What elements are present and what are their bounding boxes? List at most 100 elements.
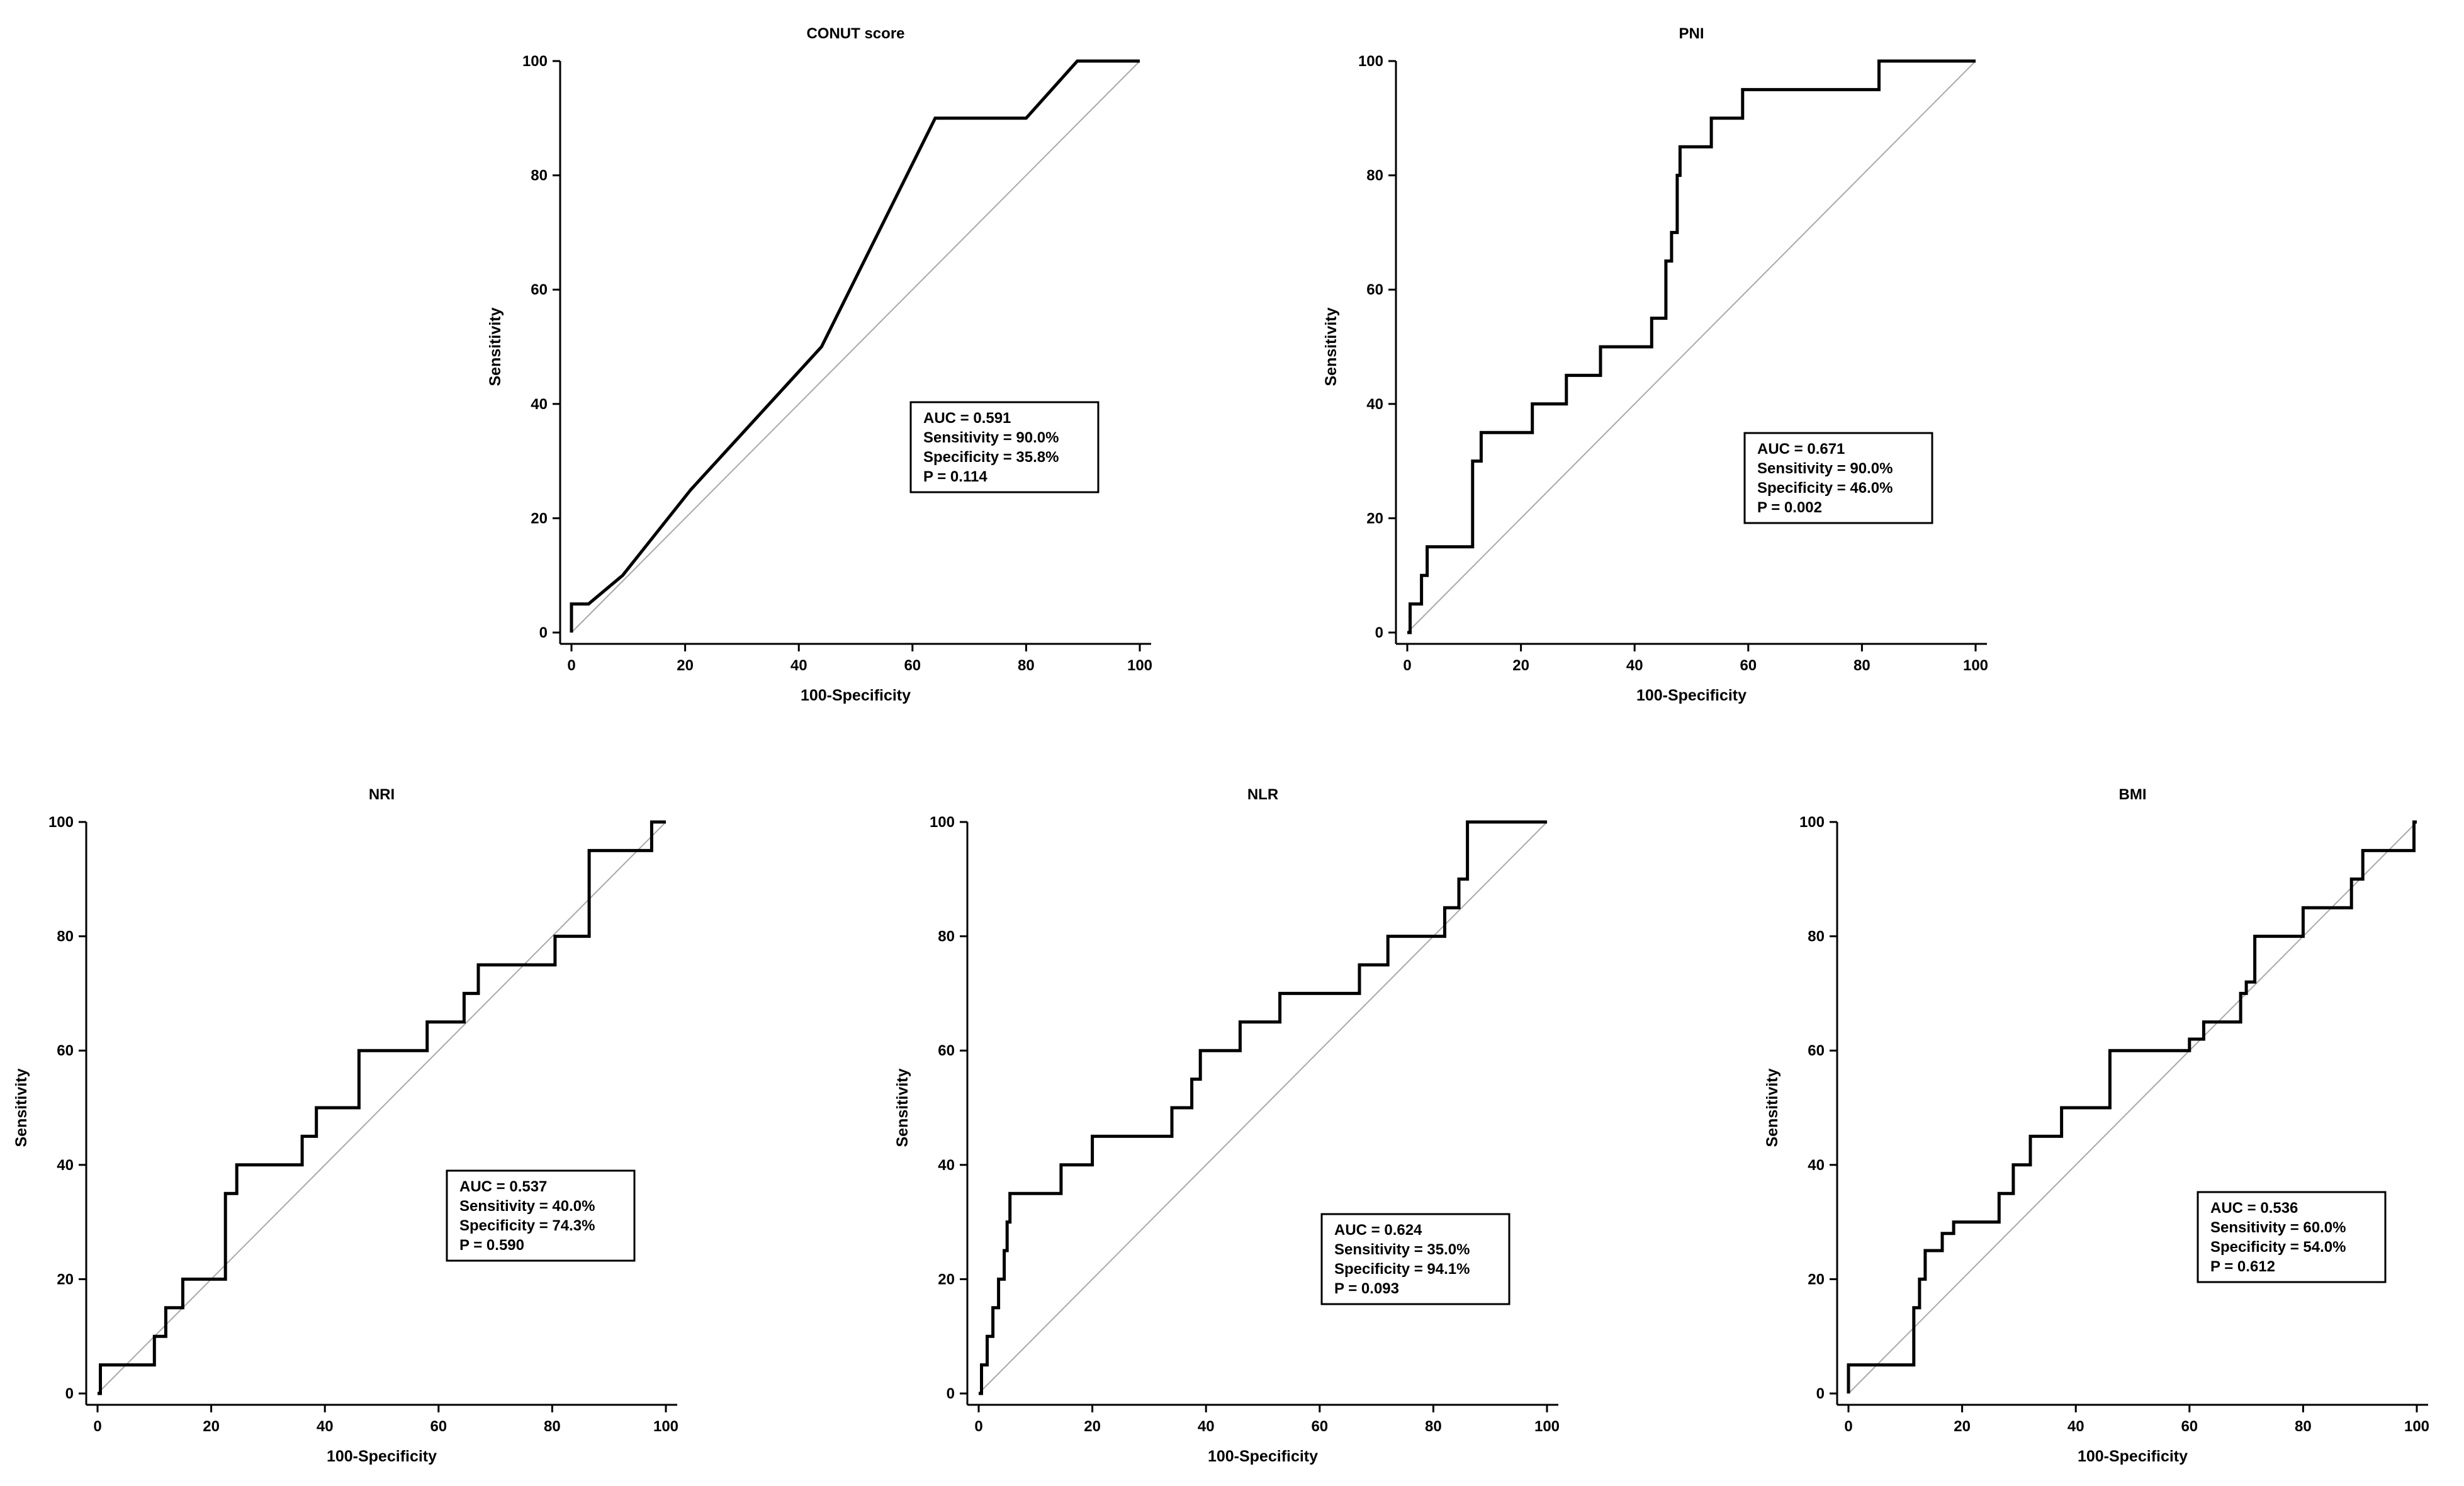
nlr-stats-box — [1320, 1213, 1510, 1305]
bmi-x-tick-label: 20 — [1954, 1418, 1971, 1435]
nlr-x-tick-label: 40 — [1198, 1418, 1215, 1435]
bmi-roc-curve — [1847, 820, 2417, 1393]
conut-score-roc-curve — [570, 59, 1140, 633]
bmi-x-tick-label: 80 — [2295, 1418, 2312, 1435]
bmi-reference-line — [1848, 821, 2417, 1394]
nri-title: NRI — [369, 786, 395, 803]
nri-chart: NRI 0 20 40 60 80 100 0 20 40 60 80 100 100-Specifici… — [13, 786, 678, 1465]
nri-stats-line: AUC = 0.537 — [459, 1178, 547, 1195]
nlr-reference-line — [978, 821, 1548, 1394]
nlr-roc-curve — [979, 820, 1547, 1395]
nri-stats-line: P = 0.590 — [459, 1237, 524, 1254]
nlr-x-tick-label: 0 — [974, 1418, 982, 1435]
conut-score-x-tick-label: 20 — [677, 657, 694, 674]
nri-x-tick-label: 100 — [653, 1418, 678, 1435]
pni-x-tick-label: 0 — [1403, 657, 1411, 674]
bmi-y-tick-label: 80 — [1808, 928, 1825, 945]
pni-y-tick-label: 100 — [1358, 53, 1383, 70]
bmi-stats-line: Sensitivity = 60.0% — [2210, 1219, 2346, 1236]
conut-score-y-tick-label: 40 — [531, 396, 548, 413]
nlr-x-tick-label: 80 — [1425, 1418, 1442, 1435]
bmi-x-tick-label: 0 — [1844, 1418, 1852, 1435]
nri-x-tick-label: 20 — [203, 1418, 220, 1435]
bmi-y-tick-label: 20 — [1808, 1271, 1825, 1288]
nlr-x-axis-label: 100-Specificity — [1208, 1448, 1318, 1465]
pni-y-tick-label: 40 — [1366, 396, 1383, 413]
pni-x-tick-label: 20 — [1512, 657, 1529, 674]
pni-y-axis-label: Sensitivity — [1322, 307, 1340, 386]
conut-score-x-tick-label: 40 — [790, 657, 807, 674]
nlr-stats-line: Sensitivity = 35.0% — [1334, 1241, 1470, 1258]
pni-x-tick-label: 40 — [1626, 657, 1643, 674]
nlr-y-tick-label: 100 — [930, 814, 955, 831]
conut-score-stats-line: AUC = 0.591 — [923, 410, 1011, 427]
nri-x-tick-label: 60 — [430, 1418, 447, 1435]
nri-x-tick-label: 40 — [317, 1418, 334, 1435]
conut-score-y-tick-label: 20 — [531, 510, 548, 527]
bmi-stats-line: AUC = 0.536 — [2210, 1200, 2298, 1217]
bmi-x-tick-label: 60 — [2181, 1418, 2198, 1435]
nri-y-tick-label: 0 — [65, 1385, 74, 1402]
bmi-y-tick-label: 60 — [1808, 1042, 1825, 1059]
nri-y-tick-label: 40 — [57, 1157, 74, 1174]
pni-x-tick-label: 60 — [1740, 657, 1757, 674]
bmi-stats-box — [2197, 1191, 2387, 1283]
bmi-y-tick-label: 100 — [1799, 814, 1825, 831]
bmi-x-tick-label: 40 — [2067, 1418, 2084, 1435]
nlr-stats-line: Specificity = 94.1% — [1334, 1261, 1470, 1278]
nri-y-axis-label: Sensitivity — [13, 1068, 30, 1147]
pni-y-tick-label: 80 — [1366, 167, 1383, 184]
pni-stats-line: Sensitivity = 90.0% — [1757, 460, 1893, 477]
nlr-y-tick-label: 0 — [947, 1385, 955, 1402]
conut-score-stats-line: P = 0.114 — [923, 468, 987, 485]
nri-x-tick-label: 0 — [93, 1418, 101, 1435]
nri-y-tick-label: 80 — [57, 928, 74, 945]
conut-score-reference-line — [571, 60, 1140, 633]
nlr-stats-line: AUC = 0.624 — [1334, 1222, 1422, 1239]
conut-score-x-tick-label: 0 — [567, 657, 575, 674]
pni-roc-curve — [1407, 59, 1976, 634]
pni-x-tick-label: 100 — [1963, 657, 1988, 674]
conut-score-x-tick-label: 60 — [904, 657, 921, 674]
bmi-stats-line: P = 0.612 — [2210, 1258, 2275, 1275]
conut-score-x-axis-label: 100-Specificity — [801, 687, 911, 704]
nlr-y-tick-label: 40 — [938, 1157, 955, 1174]
nlr-x-tick-label: 20 — [1084, 1418, 1101, 1435]
bmi-chart: BMI 0 20 40 60 80 100 0 20 40 60 80 100 100-Specifici… — [1764, 786, 2429, 1465]
nri-y-tick-label: 60 — [57, 1042, 74, 1059]
bmi-title: BMI — [2119, 786, 2147, 803]
nlr-y-tick-label: 60 — [938, 1042, 955, 1059]
bmi-y-tick-label: 0 — [1816, 1385, 1825, 1402]
conut-score-title: CONUT score — [806, 25, 904, 42]
nri-stats-line: Specificity = 74.3% — [459, 1217, 595, 1234]
pni-stats-line: AUC = 0.671 — [1757, 441, 1845, 458]
nri-x-tick-label: 80 — [544, 1418, 561, 1435]
pni-y-tick-label: 0 — [1375, 624, 1383, 641]
conut-score-stats-line: Specificity = 35.8% — [923, 449, 1059, 466]
conut-score-stats-line: Sensitivity = 90.0% — [923, 429, 1059, 446]
nlr-stats-line: P = 0.093 — [1334, 1280, 1399, 1297]
conut-score-x-tick-label: 100 — [1127, 657, 1152, 674]
nri-stats-line: Sensitivity = 40.0% — [459, 1198, 595, 1215]
nri-y-tick-label: 100 — [48, 814, 74, 831]
conut-score-y-tick-label: 80 — [531, 167, 548, 184]
pni-x-tick-label: 80 — [1854, 657, 1871, 674]
nlr-title: NLR — [1247, 786, 1278, 803]
bmi-x-axis-label: 100-Specificity — [2078, 1448, 2188, 1465]
nri-x-axis-label: 100-Specificity — [327, 1448, 437, 1465]
pni-stats-line: P = 0.002 — [1757, 499, 1822, 516]
conut-score-y-axis-label: Sensitivity — [487, 307, 504, 386]
pni-y-tick-label: 60 — [1366, 281, 1383, 298]
pni-chart: PNI 0 20 40 60 80 100 0 20 40 60 80 100 100-Specifici… — [1322, 25, 1988, 704]
nri-roc-curve — [98, 820, 666, 1395]
conut-score-x-tick-label: 80 — [1018, 657, 1035, 674]
pni-stats-line: Specificity = 46.0% — [1757, 480, 1893, 497]
conut-score-y-tick-label: 0 — [539, 624, 548, 641]
nlr-y-axis-label: Sensitivity — [894, 1068, 911, 1147]
nri-y-tick-label: 20 — [57, 1271, 74, 1288]
bmi-stats-line: Specificity = 54.0% — [2210, 1239, 2346, 1256]
conut-score-y-tick-label: 60 — [531, 281, 548, 298]
nlr-x-tick-label: 100 — [1534, 1418, 1560, 1435]
conut-score-chart: CONUT score 0 20 40 60 80 100 0 20 40 60 80 100 100-S… — [487, 25, 1152, 704]
